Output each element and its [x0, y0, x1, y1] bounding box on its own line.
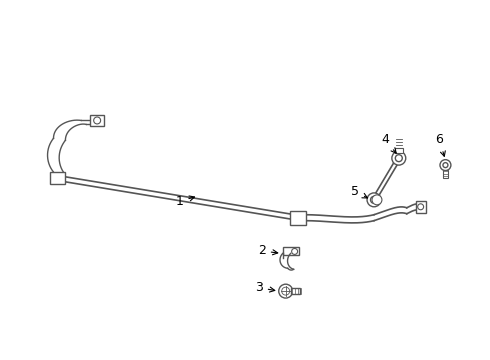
Polygon shape — [48, 138, 65, 172]
Circle shape — [392, 151, 406, 165]
Polygon shape — [374, 207, 407, 221]
Bar — [291, 288, 300, 294]
Circle shape — [94, 117, 100, 124]
Circle shape — [367, 193, 381, 207]
Bar — [49, 172, 65, 184]
Circle shape — [417, 204, 424, 210]
Text: 2: 2 — [258, 244, 278, 257]
Polygon shape — [57, 176, 298, 220]
Text: 1: 1 — [175, 195, 195, 208]
Circle shape — [440, 159, 451, 171]
Circle shape — [282, 287, 290, 295]
Bar — [416, 201, 426, 213]
Circle shape — [395, 155, 402, 162]
Polygon shape — [407, 204, 418, 214]
Bar — [443, 170, 448, 178]
Text: 5: 5 — [351, 185, 368, 198]
Bar — [395, 148, 403, 153]
Polygon shape — [306, 215, 374, 223]
Text: 4: 4 — [381, 133, 396, 153]
Circle shape — [372, 195, 382, 205]
Bar — [283, 247, 298, 255]
Bar — [290, 211, 306, 225]
Circle shape — [279, 284, 293, 298]
Circle shape — [370, 196, 377, 203]
Text: 6: 6 — [436, 133, 445, 156]
Polygon shape — [372, 157, 400, 201]
Circle shape — [292, 248, 297, 255]
Bar — [90, 114, 104, 126]
Circle shape — [443, 163, 448, 168]
Text: 3: 3 — [255, 281, 275, 294]
Polygon shape — [53, 120, 86, 140]
